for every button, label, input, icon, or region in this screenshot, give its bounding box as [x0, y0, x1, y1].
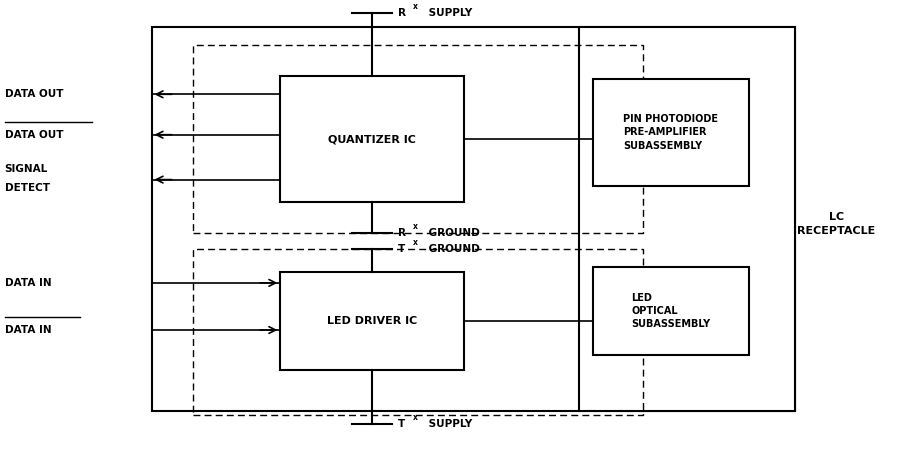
Text: GROUND: GROUND: [425, 244, 481, 254]
Text: PIN PHOTODIODE
PRE-AMPLIFIER
SUBASSEMBLY: PIN PHOTODIODE PRE-AMPLIFIER SUBASSEMBLY: [623, 114, 719, 151]
Text: GROUND: GROUND: [425, 229, 481, 238]
Text: x: x: [413, 222, 417, 231]
Text: SUPPLY: SUPPLY: [425, 9, 472, 18]
Text: LED
OPTICAL
SUBASSEMBLY: LED OPTICAL SUBASSEMBLY: [631, 293, 710, 329]
Bar: [579, 27, 795, 411]
Bar: [193, 45, 643, 233]
Bar: [593, 79, 749, 186]
Text: DATA OUT: DATA OUT: [5, 130, 63, 140]
Text: DATA OUT: DATA OUT: [5, 89, 63, 99]
Text: DETECT: DETECT: [5, 183, 50, 193]
Text: R: R: [398, 229, 406, 238]
Text: T: T: [398, 244, 405, 254]
Text: DATA IN: DATA IN: [5, 278, 51, 288]
Text: LED DRIVER IC: LED DRIVER IC: [327, 316, 417, 326]
Text: SIGNAL: SIGNAL: [5, 164, 48, 174]
Text: SUPPLY: SUPPLY: [425, 419, 472, 429]
Bar: [593, 267, 749, 355]
Text: x: x: [413, 238, 417, 247]
Bar: [193, 249, 643, 415]
Text: QUANTIZER IC: QUANTIZER IC: [328, 134, 416, 144]
Text: x: x: [413, 413, 417, 422]
Text: LC
RECEPTACLE: LC RECEPTACLE: [797, 212, 876, 237]
Text: T: T: [398, 419, 405, 429]
Bar: [280, 272, 464, 370]
Bar: [152, 27, 795, 411]
Text: DATA IN: DATA IN: [5, 325, 51, 335]
Text: x: x: [413, 2, 417, 11]
Bar: [280, 76, 464, 202]
Text: R: R: [398, 9, 406, 18]
